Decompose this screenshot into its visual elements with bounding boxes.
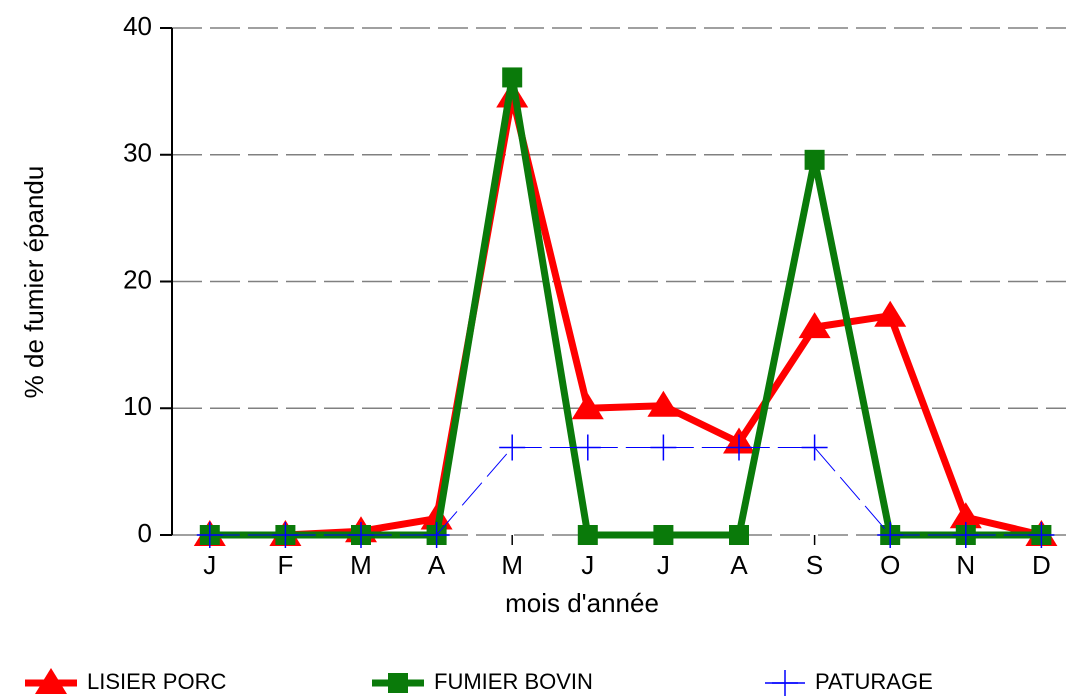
data-point bbox=[650, 434, 677, 461]
data-point bbox=[874, 300, 907, 327]
y-tick-label: 40 bbox=[123, 11, 152, 41]
legend-marker bbox=[35, 668, 67, 694]
legend-label: PATURAGE bbox=[815, 669, 933, 694]
data-point bbox=[949, 502, 982, 529]
data-point bbox=[423, 522, 450, 548]
x-tick-label: J bbox=[657, 550, 670, 580]
x-tick-label: M bbox=[501, 550, 523, 580]
data-point bbox=[499, 434, 526, 461]
data-point bbox=[574, 434, 601, 461]
x-tick-label: S bbox=[806, 550, 823, 580]
data-point bbox=[196, 522, 223, 548]
data-point bbox=[577, 525, 598, 545]
x-tick-label: O bbox=[880, 550, 900, 580]
data-point bbox=[1028, 522, 1055, 548]
data-point bbox=[877, 522, 904, 548]
x-tick-label: J bbox=[203, 550, 216, 580]
y-tick-label: 0 bbox=[138, 518, 152, 548]
y-tick-label: 20 bbox=[123, 264, 152, 294]
data-point bbox=[804, 149, 825, 170]
legend-label: FUMIER BOVIN bbox=[434, 669, 593, 694]
data-point bbox=[798, 312, 831, 339]
data-point bbox=[348, 522, 374, 548]
data-point bbox=[726, 434, 752, 461]
data-point bbox=[653, 525, 674, 545]
x-tick-label: F bbox=[277, 550, 293, 580]
legend-label: LISIER PORC bbox=[87, 669, 226, 694]
data-point bbox=[647, 390, 680, 417]
data-point bbox=[801, 434, 828, 461]
x-tick-label: J bbox=[581, 550, 594, 580]
x-tick-label: A bbox=[428, 550, 446, 580]
x-tick-label: A bbox=[730, 550, 748, 580]
x-tick-label: N bbox=[956, 550, 975, 580]
data-point bbox=[952, 522, 979, 548]
data-point bbox=[571, 393, 604, 420]
x-tick-label: M bbox=[350, 550, 372, 580]
data-point bbox=[729, 525, 749, 545]
legend-marker bbox=[388, 673, 408, 693]
x-tick-label: D bbox=[1032, 550, 1051, 580]
series-line bbox=[209, 447, 1042, 536]
y-axis-label: % de fumier épandu bbox=[19, 166, 49, 399]
y-tick-label: 10 bbox=[123, 391, 152, 421]
data-point bbox=[502, 67, 523, 88]
series-line bbox=[209, 92, 1043, 539]
data-point bbox=[272, 522, 299, 548]
y-tick-label: 30 bbox=[123, 138, 152, 168]
x-axis-label: mois d'année bbox=[505, 588, 659, 618]
series-line bbox=[209, 73, 1042, 539]
legend-marker bbox=[772, 670, 798, 696]
